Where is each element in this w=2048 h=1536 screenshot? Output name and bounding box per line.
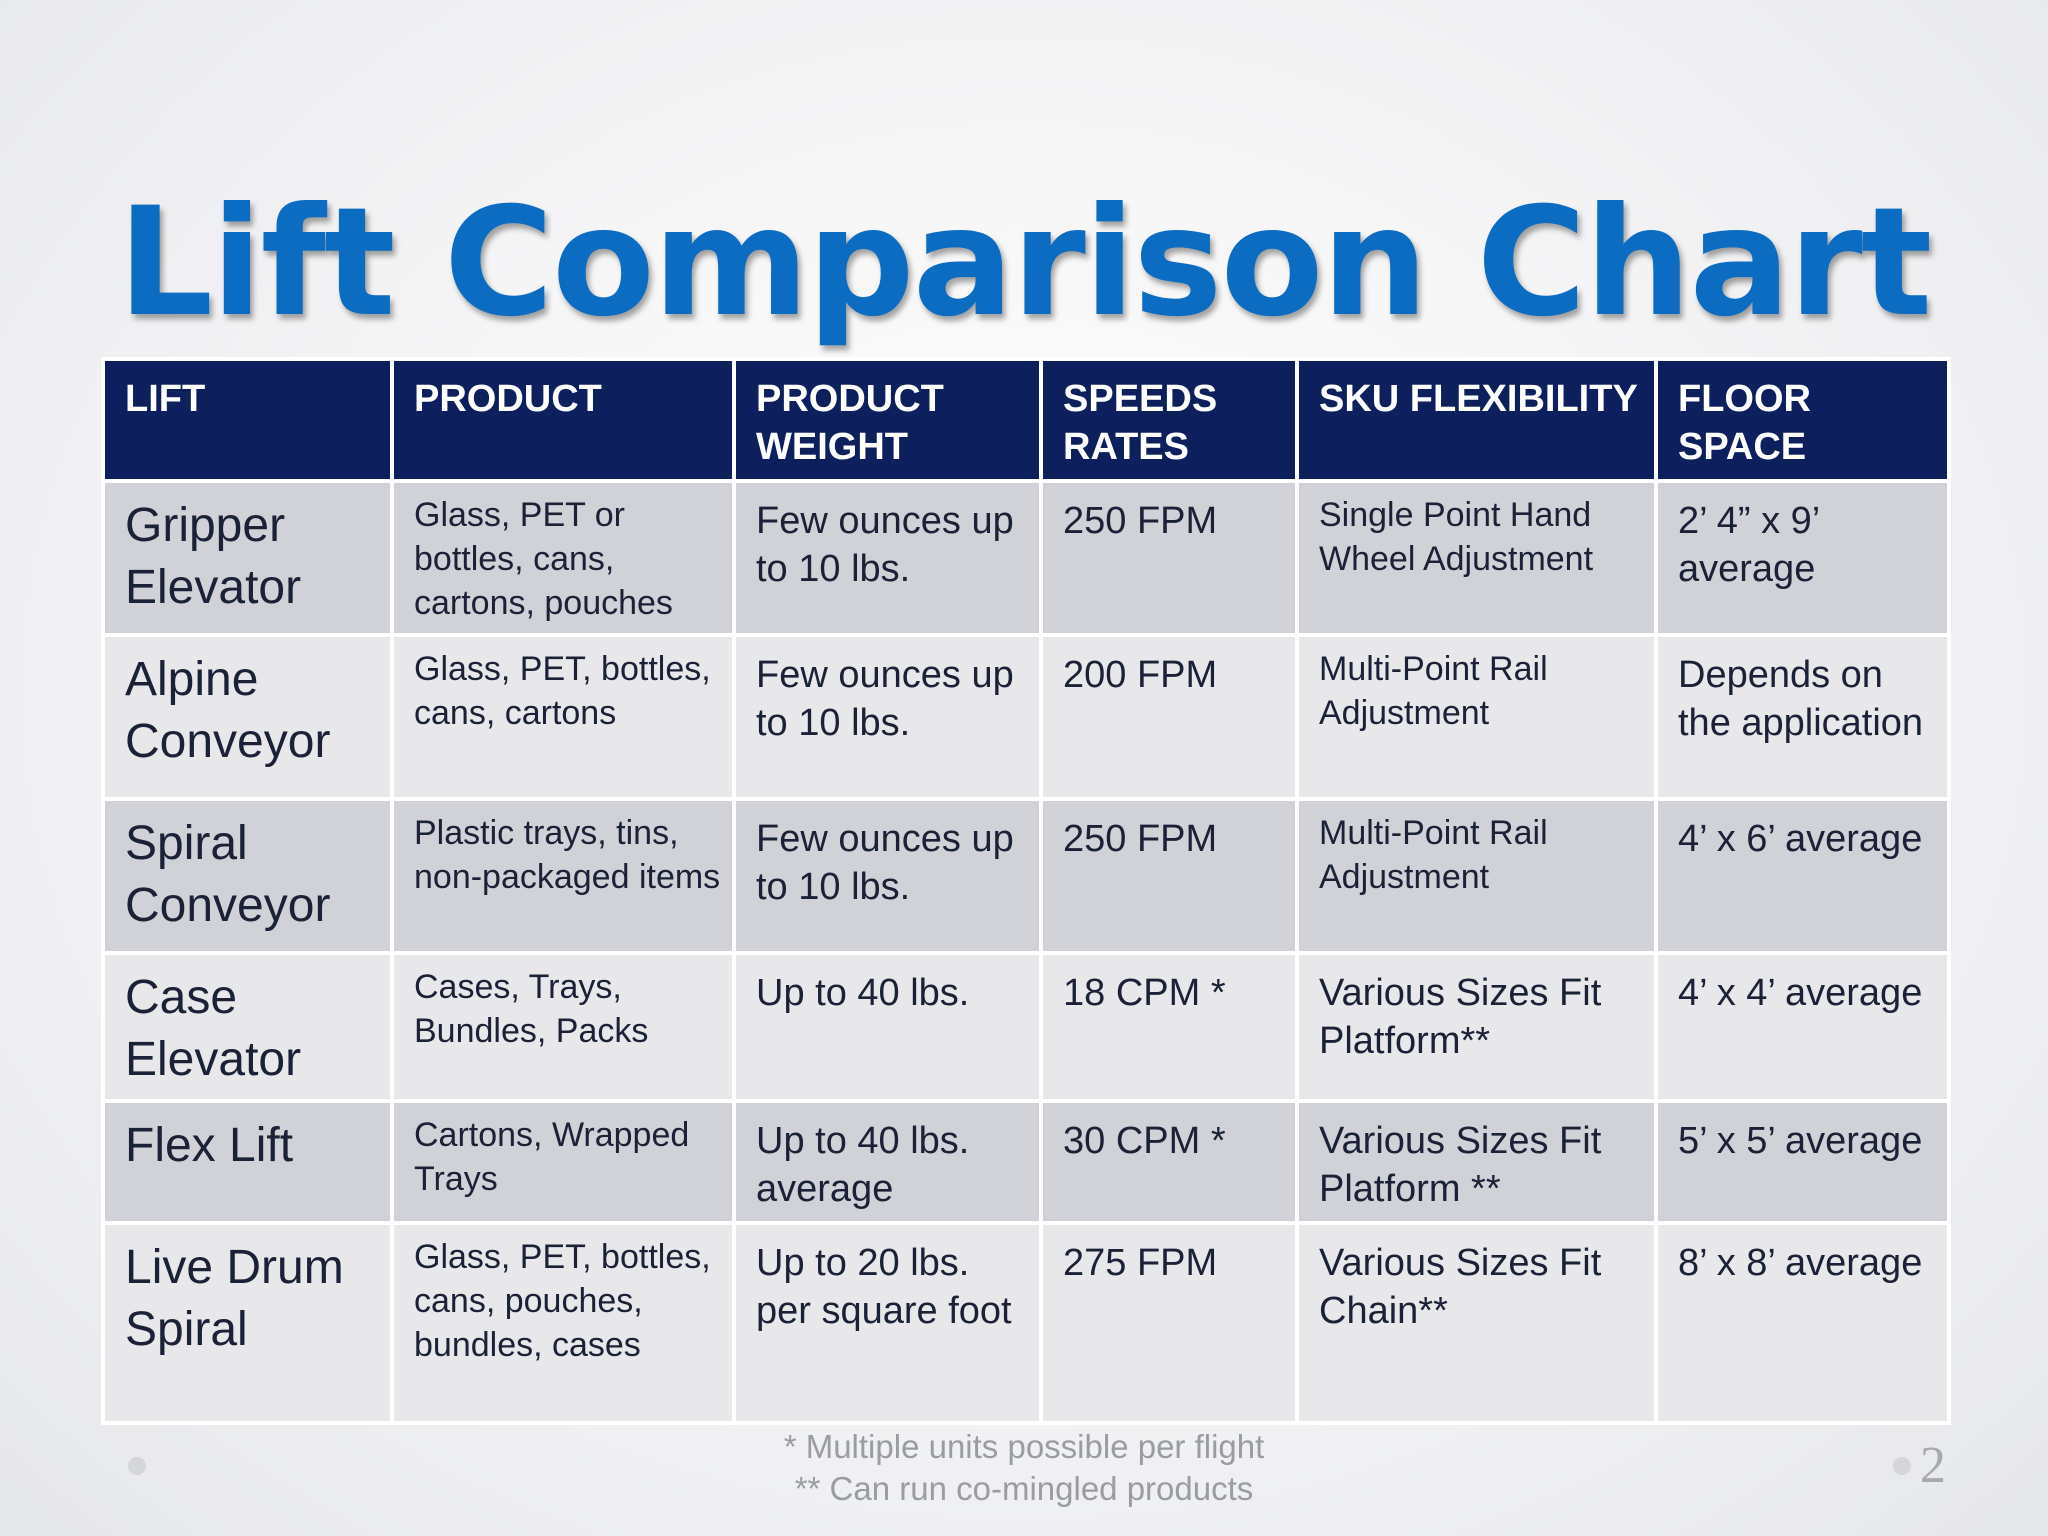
sku-flexibility-cell: Various Sizes Fit Platform** <box>1295 951 1658 1103</box>
lift-comparison-table: LIFT PRODUCT PRODUCT WEIGHT SPEEDS RATES… <box>101 357 1951 1425</box>
sku-flexibility-cell: Various Sizes Fit Chain** <box>1295 1221 1658 1425</box>
speed-rate-cell: 18 CPM * <box>1039 951 1299 1103</box>
header-product: PRODUCT <box>390 357 736 483</box>
table-row: Alpine Conveyor Glass, PET, bottles, can… <box>101 633 1951 801</box>
sku-flexibility-cell: Multi-Point Rail Adjustment <box>1295 797 1658 955</box>
product-weight-cell: Up to 20 lbs. per square foot <box>732 1221 1043 1425</box>
sku-flexibility-cell: Various Sizes Fit Platform ** <box>1295 1099 1658 1225</box>
lift-cell: Case Elevator <box>101 951 394 1103</box>
footnote-multiple-units: * Multiple units possible per flight <box>783 1428 1265 1465</box>
product-cell: Glass, PET, bottles, cans, cartons <box>390 633 736 801</box>
table-row: Spiral Conveyor Plastic trays, tins, non… <box>101 797 1951 955</box>
speed-rate-cell: 200 FPM <box>1039 633 1299 801</box>
product-weight-cell: Up to 40 lbs. average <box>732 1099 1043 1225</box>
product-weight-cell: Few ounces up to 10 lbs. <box>732 479 1043 637</box>
slide-title: Lift Comparison Chart <box>117 176 1933 350</box>
floor-space-cell: 8’ x 8’ average <box>1654 1221 1951 1425</box>
product-weight-cell: Up to 40 lbs. <box>732 951 1043 1103</box>
header-product-weight: PRODUCT WEIGHT <box>732 357 1043 483</box>
floor-space-cell: 2’ 4” x 9’ average <box>1654 479 1951 637</box>
header-row: LIFT PRODUCT PRODUCT WEIGHT SPEEDS RATES… <box>101 357 1951 483</box>
product-cell: Glass, PET, bottles, cans, pouches, bund… <box>390 1221 736 1425</box>
product-weight-cell: Few ounces up to 10 lbs. <box>732 633 1043 801</box>
table-row: Case Elevator Cases, Trays, Bundles, Pac… <box>101 951 1951 1103</box>
floor-space-cell: 5’ x 5’ average <box>1654 1099 1951 1225</box>
page-number: 2 <box>1920 1437 1946 1494</box>
header-sku-flexibility: SKU FLEXIBILITY <box>1295 357 1658 483</box>
header-floor-space: FLOOR SPACE <box>1654 357 1951 483</box>
product-cell: Cartons, Wrapped Trays <box>390 1099 736 1225</box>
left-decorative-dot <box>128 1457 146 1475</box>
lift-cell: Flex Lift <box>101 1099 394 1225</box>
product-cell: Cases, Trays, Bundles, Packs <box>390 951 736 1103</box>
footnotes: * Multiple units possible per flight ** … <box>0 1426 2048 1510</box>
floor-space-cell: 4’ x 6’ average <box>1654 797 1951 955</box>
footnote-co-mingled: ** Can run co-mingled products <box>794 1470 1254 1507</box>
header-lift: LIFT <box>101 357 394 483</box>
sku-flexibility-cell: Multi-Point Rail Adjustment <box>1295 633 1658 801</box>
lift-cell: Alpine Conveyor <box>101 633 394 801</box>
lift-cell: Spiral Conveyor <box>101 797 394 955</box>
product-weight-cell: Few ounces up to 10 lbs. <box>732 797 1043 955</box>
table-row: Gripper Elevator Glass, PET or bottles, … <box>101 479 1951 637</box>
floor-space-cell: Depends on the application <box>1654 633 1951 801</box>
product-cell: Glass, PET or bottles, cans, cartons, po… <box>390 479 736 637</box>
speed-rate-cell: 30 CPM * <box>1039 1099 1299 1225</box>
product-cell: Plastic trays, tins, non-packaged items <box>390 797 736 955</box>
speed-rate-cell: 250 FPM <box>1039 479 1299 637</box>
speed-rate-cell: 250 FPM <box>1039 797 1299 955</box>
table-row: Flex Lift Cartons, Wrapped Trays Up to 4… <box>101 1099 1951 1225</box>
sku-flexibility-cell: Single Point Hand Wheel Adjustment <box>1295 479 1658 637</box>
speed-rate-cell: 275 FPM <box>1039 1221 1299 1425</box>
right-decorative-dot <box>1893 1457 1911 1475</box>
header-speeds-rates: SPEEDS RATES <box>1039 357 1299 483</box>
lift-cell: Live Drum Spiral <box>101 1221 394 1425</box>
floor-space-cell: 4’ x 4’ average <box>1654 951 1951 1103</box>
lift-cell: Gripper Elevator <box>101 479 394 637</box>
table-row: Live Drum Spiral Glass, PET, bottles, ca… <box>101 1221 1951 1425</box>
